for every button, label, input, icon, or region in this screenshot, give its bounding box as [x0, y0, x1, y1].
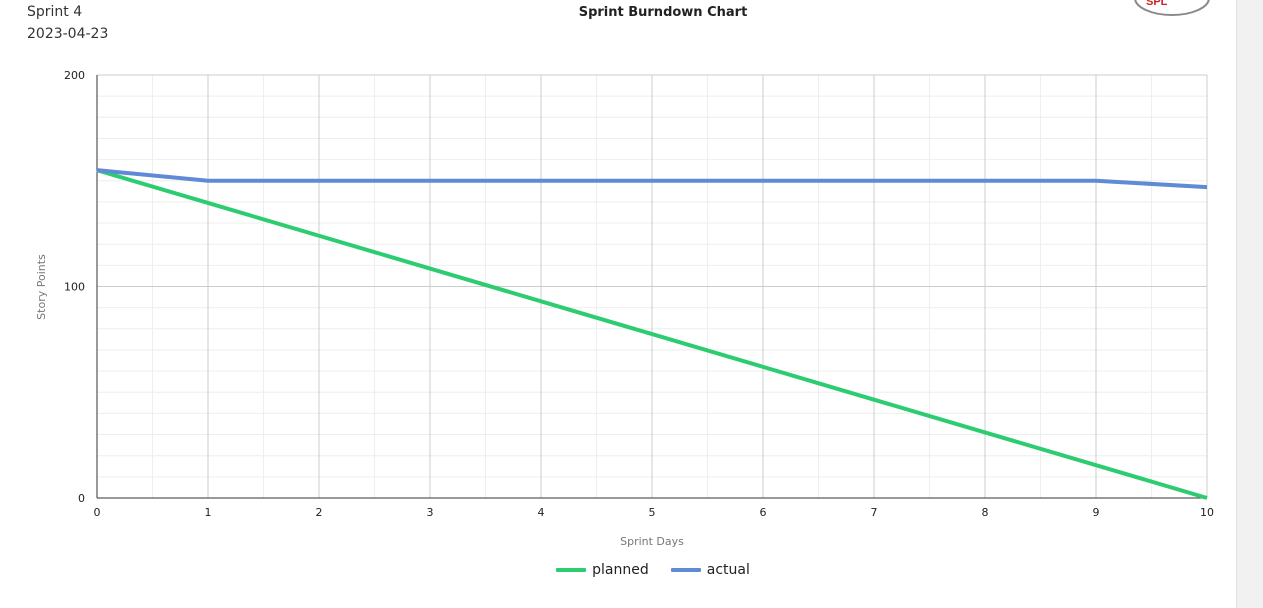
- x-tick-labels: 0 1 2 3 4 5 6 7 8 9 10: [94, 506, 1215, 519]
- sprint-name: Sprint 4: [27, 4, 83, 20]
- x-tick-label: 4: [538, 506, 545, 519]
- x-axis-label: Sprint Days: [620, 535, 684, 548]
- legend-item-actual[interactable]: actual: [670, 562, 750, 578]
- major-gridlines: [97, 74, 1208, 498]
- series-line-actual[interactable]: [96, 168, 1208, 190]
- series-lines: [96, 168, 1208, 500]
- x-tick-label: 9: [1093, 506, 1100, 519]
- y-tick-label: 200: [64, 69, 85, 82]
- burndown-chart: 0 100 200 0 1 2 3 4 5 6 7 8 9 10 Sprint Days Story P…: [35, 69, 1215, 548]
- x-tick-label: 1: [205, 506, 212, 519]
- legend-label-actual: actual: [706, 562, 750, 578]
- x-tick-label: 6: [760, 506, 767, 519]
- x-tick-label: 8: [982, 506, 989, 519]
- y-tick-label: 0: [78, 492, 85, 505]
- logo-text: SPL: [1146, 0, 1168, 8]
- y-tick-labels: 0 100 200: [64, 69, 85, 505]
- company-logo: SPL: [1134, 0, 1210, 16]
- legend-swatch-planned: [556, 568, 587, 572]
- page-side-panel: [1236, 0, 1263, 608]
- legend-item-planned[interactable]: planned: [556, 562, 649, 578]
- legend-label-planned: planned: [592, 562, 649, 578]
- series-line-planned[interactable]: [96, 168, 1208, 500]
- chart-legend: planned actual: [0, 562, 1263, 578]
- y-axis-label: Story Points: [35, 254, 48, 320]
- x-tick-label: 2: [316, 506, 323, 519]
- legend-swatch-actual: [670, 568, 701, 572]
- y-tick-label: 100: [64, 281, 85, 294]
- chart-axes: [96, 75, 1207, 499]
- x-tick-label: 10: [1200, 506, 1214, 519]
- x-tick-label: 7: [871, 506, 878, 519]
- x-tick-label: 3: [427, 506, 434, 519]
- x-tick-label: 0: [94, 506, 101, 519]
- sprint-date: 2023-04-23: [27, 26, 109, 42]
- sprint-info: Sprint 4 2023-04-23: [27, 1, 108, 45]
- chart-title: Sprint Burndown Chart: [578, 5, 748, 20]
- x-tick-label: 5: [649, 506, 656, 519]
